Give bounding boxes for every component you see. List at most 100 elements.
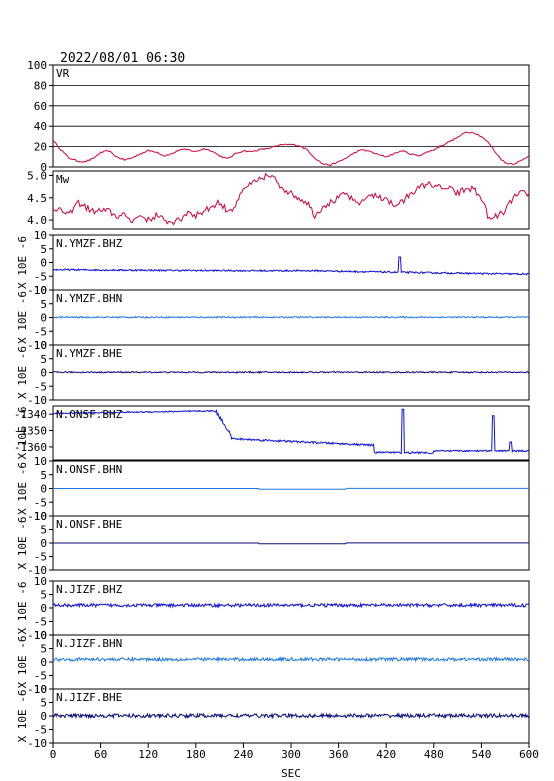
y-tick-label: -10 [27, 737, 47, 750]
trace-name-label: N.ONSF.BHN [56, 463, 122, 476]
trace-name-label: N.ONSF.BHZ [56, 408, 123, 421]
y-tick-label: 10 [34, 510, 47, 523]
trace-name-label: Mw [56, 173, 70, 186]
y-tick-label: -10 [27, 510, 47, 523]
trace-line [52, 131, 530, 167]
panel-frame [52, 170, 530, 230]
trace-name-label: N.YMZF.BHE [56, 347, 122, 360]
y-tick-label: 0 [40, 257, 47, 270]
trace-name-label: N.JIZF.BHN [56, 637, 122, 650]
y-tick-label: -5 [34, 616, 47, 629]
y-axis-unit: X 10E -6 [16, 582, 29, 635]
y-tick-label: 10 [34, 683, 47, 696]
y-tick-label: 0 [40, 483, 47, 496]
trace-name-label: N.ONSF.BHE [56, 518, 122, 531]
y-tick-label: -5 [34, 670, 47, 683]
trace-line [52, 601, 530, 609]
y-tick-label: 5 [40, 243, 47, 256]
trace-line [52, 370, 530, 374]
x-tick-label: 540 [471, 748, 491, 761]
x-tick-label: 0 [50, 748, 57, 761]
y-tick-label: -10 [27, 284, 47, 297]
y-tick-label: 0 [40, 367, 47, 380]
y-tick-label: 4.0 [27, 214, 47, 227]
y-tick-label: -5 [34, 724, 47, 737]
timestamp-label: 2022/08/01 06:30 [60, 51, 185, 66]
y-tick-label: 80 [34, 79, 47, 92]
y-tick-label: 0 [40, 537, 47, 550]
panel-mw: 4.0 4.5 5.0 Mw [27, 169, 530, 230]
panel-vr: 0 20 40 60 80 100 VR [27, 59, 530, 174]
y-tick-label: 60 [34, 100, 47, 113]
trace-line [53, 542, 529, 545]
trace-line [52, 712, 530, 720]
y-tick-label: 4.5 [27, 192, 47, 205]
y-tick-label: 5 [40, 697, 47, 710]
x-tick-label: 420 [376, 748, 396, 761]
y-tick-label: 10 [34, 229, 47, 242]
y-tick-label: 5 [40, 524, 47, 537]
y-tick-label: -10 [27, 339, 47, 352]
x-tick-label: 180 [186, 748, 206, 761]
y-tick-label: -10 [27, 683, 47, 696]
trace-name-label: N.JIZF.BHE [56, 691, 122, 704]
trace-name-label: N.YMZF.BHN [56, 292, 122, 305]
y-tick-label: -5 [34, 380, 47, 393]
trace-name-label: N.YMZF.BHZ [56, 237, 123, 250]
trace-name-label: N.JIZF.BHZ [56, 583, 123, 596]
panel-frame [52, 634, 530, 690]
trace-line [52, 172, 530, 226]
x-tick-label: 240 [233, 748, 253, 761]
trace-line [52, 256, 529, 276]
panel-frame [52, 64, 530, 168]
y-tick-label: 100 [27, 59, 47, 72]
x-tick-label: 360 [329, 748, 349, 761]
trace-line [53, 487, 529, 490]
y-axis-unit: X 10E -6 [16, 346, 29, 399]
y-tick-label: 10 [34, 575, 47, 588]
y-tick-label: 0 [40, 161, 47, 174]
y-tick-label: -10 [27, 394, 47, 407]
trace-line [52, 408, 530, 455]
y-axis-unit: X 10E -6 [16, 462, 29, 515]
y-tick-label: -10 [27, 564, 47, 577]
y-tick-label: 5 [40, 589, 47, 602]
y-tick-label: 5.0 [27, 169, 47, 182]
y-axis-unit: X 10E -6 [16, 690, 29, 743]
trace-name-label: VR [56, 67, 70, 80]
x-tick-label: 60 [94, 748, 107, 761]
y-tick-label: 10 [34, 284, 47, 297]
y-tick-label: 5 [40, 643, 47, 656]
y-tick-label: 5 [40, 353, 47, 366]
y-axis-unit: X 10E -6 [16, 517, 29, 570]
y-tick-label: -5 [34, 270, 47, 283]
y-tick-label: 10 [34, 629, 47, 642]
y-tick-label: -1360 [14, 441, 47, 454]
y-tick-label: -10 [27, 629, 47, 642]
x-tick-label: 600 [519, 748, 539, 761]
y-tick-label: 10 [34, 455, 47, 468]
panel-frame [52, 405, 530, 461]
y-tick-label: 0 [40, 710, 47, 723]
y-axis-unit: X 10E -6 [16, 291, 29, 344]
panel-frame [52, 580, 530, 636]
y-tick-label: -5 [34, 496, 47, 509]
y-axis-unit: X 10E -6 [16, 636, 29, 689]
y-tick-label: 0 [40, 602, 47, 615]
y-tick-label: 0 [40, 656, 47, 669]
x-tick-label: 480 [424, 748, 444, 761]
y-tick-label: 20 [34, 141, 47, 154]
x-axis-label: SEC [281, 767, 301, 780]
y-tick-label: -5 [34, 551, 47, 564]
y-tick-label: -5 [34, 325, 47, 338]
panel-frame [52, 234, 530, 291]
